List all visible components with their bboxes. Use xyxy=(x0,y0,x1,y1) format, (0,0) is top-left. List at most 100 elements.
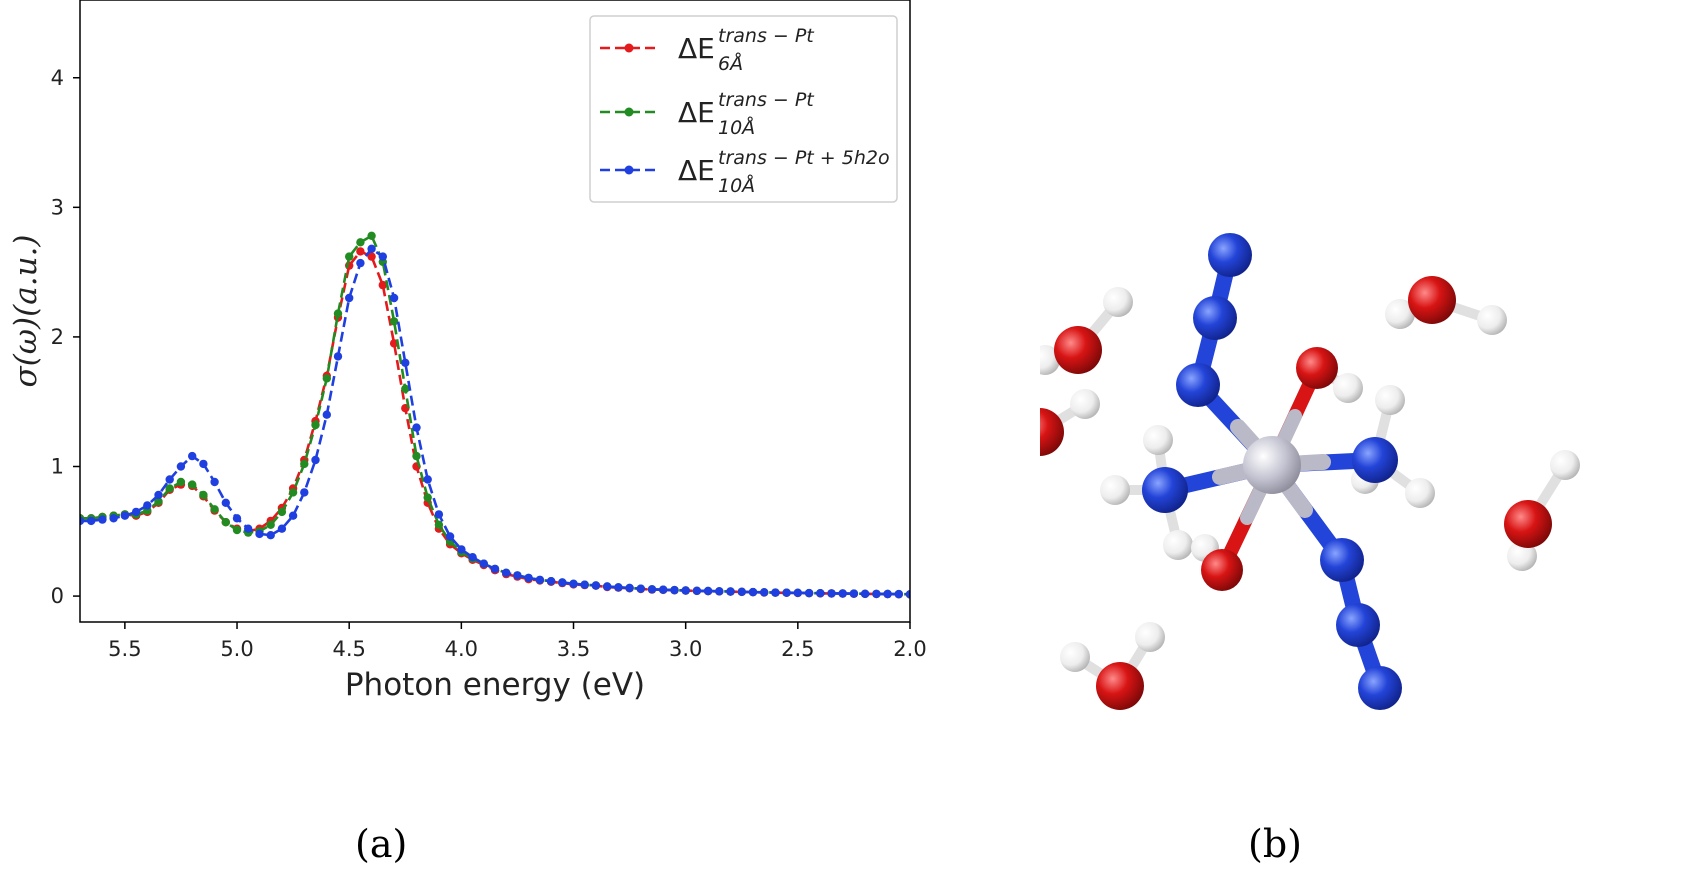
x-tick-label: 5.5 xyxy=(108,637,141,661)
data-point xyxy=(591,581,601,590)
data-point xyxy=(445,532,455,541)
panel-b: (b) xyxy=(1003,0,1703,872)
data-point xyxy=(333,352,343,361)
x-tick-label: 3.0 xyxy=(669,637,702,661)
data-point xyxy=(715,587,724,596)
data-point xyxy=(277,507,287,517)
absorption-chart: 5.5 5.0 4.5 4.0 3.5 3.0 2.5 2.0 0 1 2 3 4 Photon en… xyxy=(8,0,927,703)
panel-a: 5.5 5.0 4.5 4.0 3.5 3.0 2.5 2.0 0 1 2 3 4 Photon en… xyxy=(8,0,927,866)
data-point xyxy=(524,573,533,583)
data-point xyxy=(647,585,657,594)
data-point xyxy=(232,525,242,535)
data-point xyxy=(692,586,702,595)
x-tick-label: 4.0 xyxy=(445,637,478,661)
data-point xyxy=(434,520,444,529)
data-point xyxy=(367,231,376,240)
data-point xyxy=(345,293,354,303)
data-point xyxy=(535,575,545,585)
data-point xyxy=(165,484,174,493)
legend-marker xyxy=(624,107,634,117)
data-point xyxy=(423,475,432,484)
data-point xyxy=(176,462,186,471)
data-point xyxy=(737,587,746,596)
data-point xyxy=(154,497,163,506)
series-line xyxy=(80,247,910,596)
legend-marker xyxy=(624,165,634,175)
data-point xyxy=(266,520,275,529)
data-point xyxy=(120,511,130,520)
data-point xyxy=(210,505,219,514)
data-point xyxy=(300,488,309,497)
data-point xyxy=(804,588,814,598)
caption-panel-b: (b) xyxy=(1248,822,1302,866)
data-point xyxy=(87,516,96,526)
data-point xyxy=(670,585,679,595)
y-axis-label-text: σ(ω)(a.u.) xyxy=(8,235,44,388)
legend-box xyxy=(589,15,898,203)
data-point xyxy=(356,258,365,268)
legend-delta-e: ΔE xyxy=(678,154,715,187)
data-point xyxy=(860,589,870,598)
data-point xyxy=(367,244,376,253)
data-point xyxy=(468,553,477,562)
data-point xyxy=(210,477,219,487)
data-point xyxy=(367,252,376,261)
plot-frame xyxy=(79,0,911,623)
legend-delta-e: ΔE xyxy=(678,32,715,65)
data-point xyxy=(389,293,399,303)
x-tick-label: 4.5 xyxy=(332,637,365,661)
y-tick-label: 2 xyxy=(51,325,64,349)
y-tick-label: 3 xyxy=(51,195,64,219)
data-point xyxy=(827,589,836,598)
data-point xyxy=(816,589,825,598)
data-point xyxy=(636,584,645,593)
data-point xyxy=(401,384,410,393)
legend-entry-3: ΔE trans − Pt + 5h2o 10Å xyxy=(600,147,890,197)
data-point xyxy=(423,493,432,502)
y-tick-label: 0 xyxy=(51,584,64,608)
data-point xyxy=(266,531,275,540)
data-point xyxy=(109,514,118,523)
x-tick-label: 2.0 xyxy=(893,637,926,661)
legend-delta-e: ΔE xyxy=(678,96,715,129)
molecule-diagram xyxy=(1003,233,1580,710)
series-line xyxy=(80,249,910,596)
data-point xyxy=(288,511,298,520)
data-point xyxy=(378,280,387,290)
data-point xyxy=(412,423,421,432)
data-point xyxy=(165,475,174,484)
data-point xyxy=(244,524,253,533)
y-axis-label: σ(ω)(a.u.) xyxy=(8,235,44,388)
data-point xyxy=(80,516,85,526)
y-tick-label: 4 xyxy=(51,66,64,90)
data-point xyxy=(232,514,242,523)
legend-entry-1: ΔE trans − Pt 6Å xyxy=(600,25,815,75)
data-point xyxy=(221,498,230,507)
data-point xyxy=(849,589,859,598)
data-point xyxy=(188,451,197,461)
data-point xyxy=(580,580,589,589)
data-point xyxy=(98,515,107,524)
legend-superscript: trans − Pt xyxy=(718,25,815,47)
legend-superscript: trans − Pt xyxy=(718,89,815,111)
data-point xyxy=(603,582,612,591)
data-point xyxy=(872,589,881,599)
data-point xyxy=(378,252,387,261)
data-point xyxy=(389,317,399,326)
data-point xyxy=(659,585,668,594)
x-axis-label: Photon energy (eV) xyxy=(345,667,645,703)
data-point xyxy=(356,247,365,256)
data-point xyxy=(479,559,488,568)
x-axis-ticks: 5.5 5.0 4.5 4.0 3.5 3.0 2.5 2.0 xyxy=(108,622,927,661)
data-point xyxy=(782,588,791,597)
series-2 xyxy=(80,231,910,599)
data-point xyxy=(199,490,208,500)
data-point xyxy=(748,587,758,597)
data-point xyxy=(311,420,320,430)
data-point xyxy=(300,459,309,469)
data-point xyxy=(883,589,892,599)
data-point xyxy=(131,507,141,517)
data-point xyxy=(311,455,320,465)
series-3 xyxy=(80,244,910,599)
